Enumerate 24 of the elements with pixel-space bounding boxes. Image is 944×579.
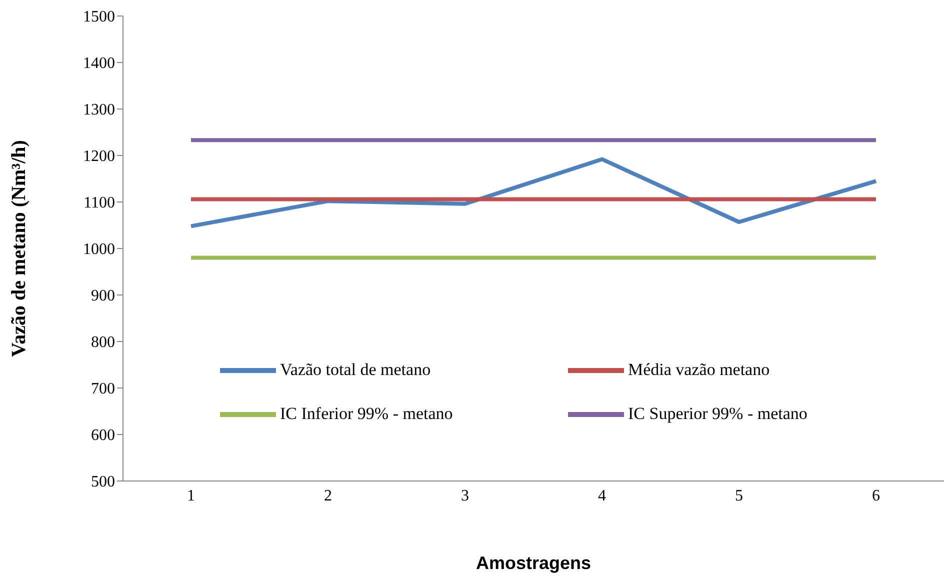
- y-tick-label: 1300: [83, 102, 115, 119]
- legend-label: Média vazão metano: [628, 360, 770, 380]
- legend-label: Vazão total de metano: [280, 360, 431, 380]
- x-tick-label: 5: [735, 487, 743, 504]
- y-tick-label: 1400: [83, 55, 115, 72]
- x-tick-label: 6: [872, 487, 880, 504]
- y-tick-label: 600: [91, 427, 115, 444]
- legend-label: IC Inferior 99% - metano: [280, 404, 453, 424]
- x-tick-label: 1: [187, 487, 195, 504]
- x-tick-label: 3: [461, 487, 469, 504]
- x-tick-label: 2: [324, 487, 332, 504]
- x-tick-label: 4: [598, 487, 606, 504]
- y-tick-label: 700: [91, 380, 115, 398]
- y-tick-label: 800: [91, 334, 115, 352]
- y-tick-label: 1500: [83, 8, 115, 26]
- legend-label: IC Superior 99% - metano: [628, 404, 808, 424]
- y-tick-label: 1100: [84, 194, 115, 212]
- y-tick-label: 900: [91, 288, 115, 305]
- x-axis-title: Amostragens: [476, 553, 592, 573]
- y-tick-label: 1000: [83, 241, 115, 258]
- y-axis-title: Vazão de metano (Nm³/h): [8, 140, 30, 357]
- y-tick-label: 1200: [83, 148, 115, 166]
- y-tick-label: 500: [91, 474, 115, 491]
- line-series: [189, 157, 878, 228]
